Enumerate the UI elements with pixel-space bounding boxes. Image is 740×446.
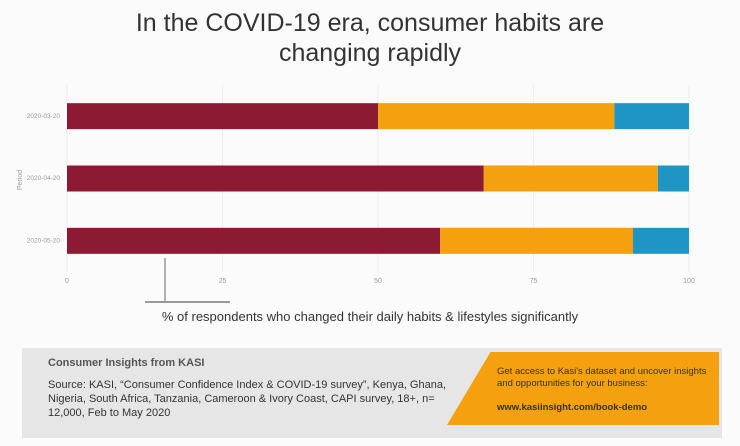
chart-title: In the COVID-19 era, consumer habits are… xyxy=(135,9,605,67)
x-tick-label: 75 xyxy=(530,278,538,285)
x-tick-label: 25 xyxy=(219,278,227,285)
x-tick-label: 100 xyxy=(683,278,695,285)
bar-segment xyxy=(614,103,689,130)
bar-segment xyxy=(67,103,378,130)
cta-box[interactable]: Get access to Kasi's dataset and uncover… xyxy=(447,352,719,425)
bar-segment xyxy=(67,227,441,254)
x-axis-label: % of respondents who changed their daily… xyxy=(161,309,579,324)
bar-segment xyxy=(633,227,689,254)
footer-heading: Consumer Insights from KASI xyxy=(48,357,205,369)
bar-segment xyxy=(657,165,689,192)
bar-segment xyxy=(483,165,658,192)
bar-segment xyxy=(378,103,615,130)
y-axis-label: Period xyxy=(17,170,24,190)
x-tick-label: 50 xyxy=(374,278,382,285)
footer-source: Source: KASI, “Consumer Confidence Index… xyxy=(48,379,447,419)
cta-link[interactable]: www.kasiinsight.com/book-demo xyxy=(497,402,648,413)
bar-segment xyxy=(67,165,484,192)
cta-text: Get access to Kasi's dataset and uncover… xyxy=(497,366,707,389)
x-tick-label: 0 xyxy=(65,278,69,285)
y-tick-label: 2020-03-20 xyxy=(27,113,61,120)
bar-segment xyxy=(440,227,634,254)
y-tick-label: 2020-05-20 xyxy=(27,238,61,245)
y-tick-label: 2020-04-20 xyxy=(27,175,61,182)
